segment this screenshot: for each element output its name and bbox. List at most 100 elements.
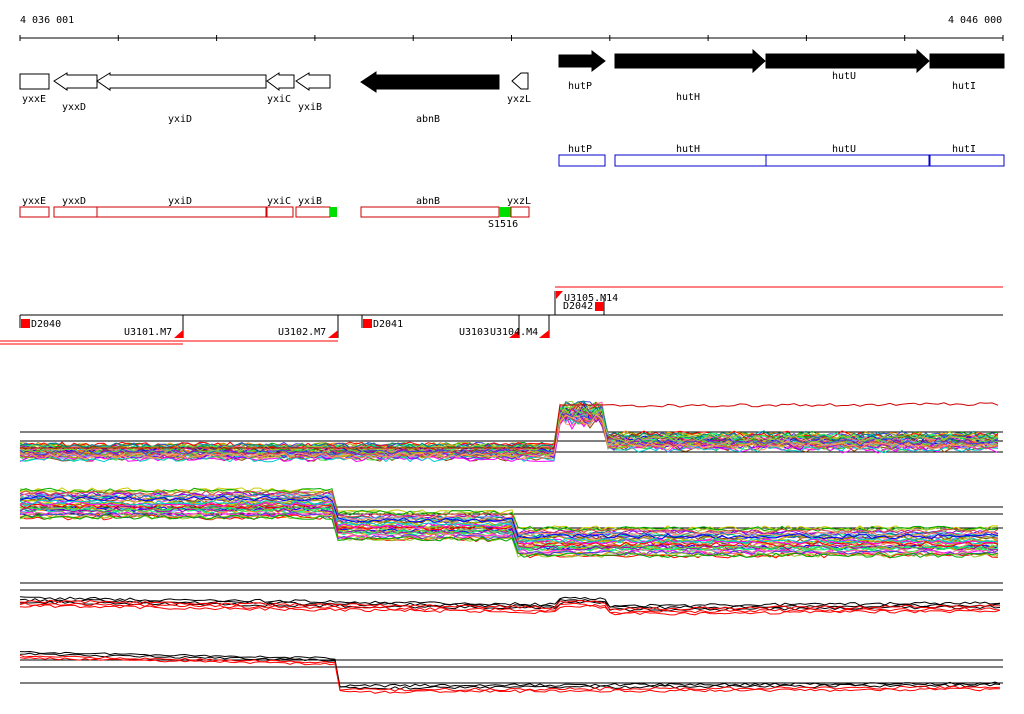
- expression-panel-3: [19, 582, 1003, 616]
- profile-line: [19, 650, 1001, 688]
- gene-yxiD[interactable]: [96, 72, 267, 91]
- blue-feature-track: hutP hutH hutU hutI: [558, 144, 1005, 167]
- gene-yxiB[interactable]: [295, 72, 331, 91]
- profile-line: [19, 514, 999, 559]
- segment-marker-U3104[interactable]: [539, 330, 549, 338]
- red-box-yxzL[interactable]: [510, 206, 530, 218]
- segment-marker-U3101[interactable]: [174, 330, 183, 338]
- profile-line: [19, 493, 999, 538]
- profile-line: [19, 604, 1001, 616]
- expression-panel-4: [19, 650, 1003, 694]
- profile-line: [19, 600, 1001, 612]
- gene-label-hutP: hutP: [568, 81, 592, 92]
- green-marker-yxiB[interactable]: [330, 207, 337, 217]
- gene-hutH[interactable]: [614, 48, 766, 74]
- gene-label-hutH: hutH: [676, 92, 700, 103]
- blue-label-hutI: hutI: [952, 144, 976, 155]
- blue-label-hutH: hutH: [676, 144, 700, 155]
- profile-line: [19, 599, 1001, 611]
- red-label-yxiC: yxiC: [267, 196, 291, 207]
- profile-line: [19, 598, 1001, 610]
- segment-label-D2042: D2042: [563, 301, 593, 312]
- profile-line: [19, 495, 999, 540]
- red-feature-track: yxxE yxxD yxiD yxiC yxiB abnB yxzL S1516: [19, 196, 531, 230]
- gene-label-hutI: hutI: [952, 81, 976, 92]
- profile-line: [19, 413, 998, 460]
- green-marker-abnB[interactable]: [499, 207, 511, 217]
- segment-marker-U3105[interactable]: [556, 291, 563, 299]
- red-box-yxxE[interactable]: [19, 206, 50, 218]
- ruler-end-label: 4 046 000: [948, 15, 1002, 26]
- gene-track: yxxE yxxD yxiD yxiC yxiB abnB yxzL hutP …: [19, 48, 1005, 125]
- coordinate-ruler: 4 036 001 4 046 000: [19, 15, 1004, 41]
- gene-hutU[interactable]: [765, 48, 930, 74]
- ruler-ticks: [19, 35, 1004, 41]
- segment-track: D2040 U3101.M7 U3102.M7 D2041 U3103 U310…: [0, 286, 1003, 345]
- gene-label-yxzL: yxzL: [507, 94, 531, 105]
- gene-yxxE[interactable]: [19, 73, 50, 90]
- red-box-yxxD[interactable]: [53, 206, 98, 218]
- gene-label-yxiC: yxiC: [267, 94, 291, 105]
- gene-yxzL[interactable]: [511, 72, 529, 90]
- gene-yxiC[interactable]: [266, 72, 295, 91]
- segment-marker-D2041[interactable]: [363, 319, 372, 328]
- red-box-yxiB[interactable]: [295, 206, 331, 218]
- red-box-annotation: S1516: [488, 219, 518, 230]
- segment-label-U3103: U3103: [459, 327, 489, 338]
- segment-marker-U3102[interactable]: [328, 330, 338, 338]
- segment-label-U3102: U3102.M7: [278, 327, 326, 338]
- segment-label-U3104: U3104.M4: [490, 327, 538, 338]
- profile-line: [19, 499, 999, 544]
- red-box-yxiC[interactable]: [266, 206, 294, 218]
- segment-marker-U3103[interactable]: [509, 330, 519, 338]
- profile-line: [19, 596, 1001, 608]
- gene-yxxD[interactable]: [53, 72, 98, 91]
- profile-line: [19, 505, 999, 550]
- profile-line: [19, 507, 999, 552]
- expression-panel-1: [19, 400, 1003, 463]
- gene-label-hutU: hutU: [832, 71, 856, 82]
- profile-line: [19, 652, 1001, 690]
- profile-line: [19, 493, 999, 537]
- profile-line: [19, 500, 999, 545]
- blue-label-hutU: hutU: [832, 144, 856, 155]
- ruler-start-label: 4 036 001: [20, 15, 74, 26]
- profile-line: [19, 408, 999, 460]
- red-label-yxxE: yxxE: [22, 196, 46, 207]
- profile-line: [19, 413, 999, 456]
- red-label-yxxD: yxxD: [62, 196, 86, 207]
- profile-line: [19, 512, 999, 557]
- segment-label-U3101: U3101.M7: [124, 327, 172, 338]
- gene-label-yxiD: yxiD: [168, 114, 192, 125]
- segment-label-D2040: D2040: [31, 319, 61, 330]
- red-box-abnB[interactable]: [360, 206, 500, 218]
- red-label-yxzL: yxzL: [507, 196, 531, 207]
- gene-hutI[interactable]: [929, 53, 1005, 69]
- blue-box-hutP[interactable]: [558, 154, 606, 167]
- segment-marker-D2042[interactable]: [595, 302, 604, 311]
- segment-marker-D2040[interactable]: [21, 319, 30, 328]
- gene-label-yxxE: yxxE: [22, 94, 46, 105]
- gene-hutP[interactable]: [558, 49, 606, 73]
- gene-abnB[interactable]: [360, 71, 500, 93]
- red-label-abnB: abnB: [416, 196, 440, 207]
- gene-label-yxxD: yxxD: [62, 102, 86, 113]
- profile-line: [19, 657, 1001, 694]
- profile-line: [19, 654, 1001, 692]
- gene-label-yxiB: yxiB: [298, 102, 322, 113]
- blue-box-hutI[interactable]: [929, 154, 1005, 167]
- blue-box-hutH[interactable]: [614, 154, 767, 167]
- profile-line: [20, 402, 999, 449]
- profile-line: [19, 401, 999, 449]
- expression-panel-2: [19, 487, 1003, 559]
- gene-label-abnB: abnB: [416, 114, 440, 125]
- profile-line: [19, 513, 999, 558]
- red-box-yxiD[interactable]: [96, 206, 267, 218]
- segment-label-U3105: U3105.M14: [564, 293, 618, 304]
- red-label-yxiD: yxiD: [168, 196, 192, 207]
- blue-label-hutP: hutP: [568, 144, 592, 155]
- profile-line: [19, 503, 999, 548]
- blue-box-hutU[interactable]: [765, 154, 930, 167]
- red-label-yxiB: yxiB: [298, 196, 322, 207]
